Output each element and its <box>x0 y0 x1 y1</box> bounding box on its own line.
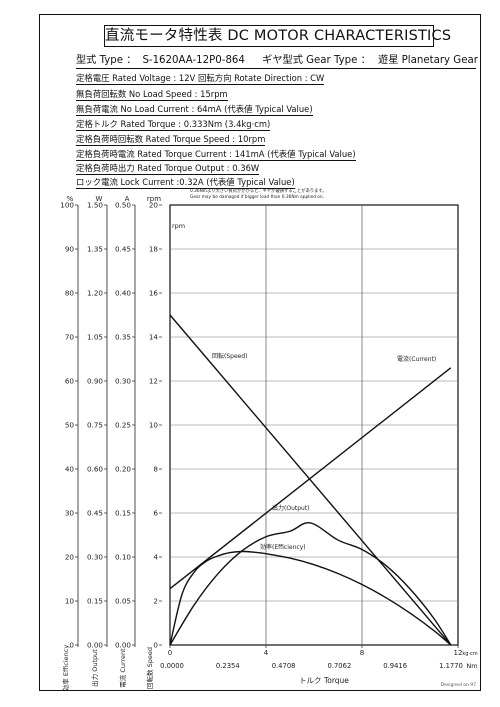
x-tick-label-kgcm: 8 <box>360 649 364 657</box>
y-tick-label: 0.10 <box>115 553 131 562</box>
x-tick-label-kgcm: 0 <box>168 649 172 657</box>
y-tick-label: 18 <box>149 245 159 254</box>
y-tick-label: 0 <box>153 641 158 650</box>
y-tick-label: 12 <box>149 377 158 386</box>
series-label: 効率(Efficiency) <box>260 543 306 551</box>
spec-rated-torque-output: 定格負荷時出力 Rated Torque Output : 0.36W <box>76 163 260 175</box>
x-tick-label-nm: 0.0000 <box>160 662 184 670</box>
chart-grid <box>169 204 459 646</box>
model-number: S-1620AA-12P0-864 <box>142 55 245 66</box>
y-tick-label: 16 <box>149 289 159 298</box>
spec-lock-current: ロック電流 Lock Current :0.32A (代表値 Typical V… <box>76 177 295 189</box>
warning-line-en: Gear may be damaged if bigger load than … <box>190 194 324 200</box>
y-tick-label: 1.35 <box>87 245 103 254</box>
x-tick-label-nm: 0.4708 <box>272 662 296 670</box>
y-tick-label: 0.30 <box>87 553 103 562</box>
y-tick-label: 50 <box>65 421 75 430</box>
y-tick-label: 90 <box>65 245 75 254</box>
x-tick-label-kgcm: 12 <box>454 649 463 657</box>
y-axis-label: 出力 Output <box>90 649 99 687</box>
x-unit-kgcm: kg·cm <box>462 651 477 657</box>
y-axis-label: 効率 Efficiency <box>61 645 70 692</box>
y-tick-label: 14 <box>149 333 159 342</box>
type-line: 型式 Type ： S-1620AA-12P0-864 ギヤ型式 Gear Typ… <box>76 54 478 69</box>
y-tick-label: 10 <box>149 421 159 430</box>
y-tick-label: 0 <box>69 641 74 650</box>
y-axis-unit: A <box>125 195 130 203</box>
page-title: 直流モータ特性表 DC MOTOR CHARACTERISTICS <box>104 25 451 47</box>
spec-rated-torque-speed: 定格負荷時回転数 Rated Torque Speed : 10rpm <box>76 134 266 146</box>
series-line <box>169 550 452 646</box>
y-tick-label: 100 <box>60 201 74 210</box>
y-tick-label: 40 <box>65 465 75 474</box>
y-tick-label: 0.20 <box>115 465 131 474</box>
series-line <box>169 367 452 590</box>
y-tick-label: 0.45 <box>87 509 103 518</box>
y-axis-unit: W <box>96 195 103 203</box>
x-tick-label-nm: 0.9416 <box>383 662 407 670</box>
y-tick-label: 0.05 <box>115 597 131 606</box>
spec-rated-torque: 定格トルク Rated Torque : 0.333Nm (3.4kg·cm) <box>76 119 271 131</box>
y-tick-label: 1.05 <box>87 333 103 342</box>
y-tick-label: 0.00 <box>115 641 131 650</box>
series-line <box>169 522 452 646</box>
y-tick-label: 0.35 <box>115 333 131 342</box>
y-tick-label: 20 <box>65 553 75 562</box>
y-tick-label: 4 <box>153 553 158 562</box>
y-tick-label: 30 <box>65 509 75 518</box>
y-tick-label: 0.60 <box>87 465 103 474</box>
series-line <box>169 314 452 646</box>
y-tick-label: 60 <box>65 377 75 386</box>
y-tick-label: 0.90 <box>87 377 103 386</box>
y-tick-label: 8 <box>153 465 158 474</box>
y-tick-label: 0.40 <box>115 289 131 298</box>
series-label: 出力(Output) <box>272 504 310 512</box>
y-tick-label: 0.50 <box>115 201 131 210</box>
rpm-unit: rpm <box>172 222 185 230</box>
y-tick-label: 0.75 <box>87 421 103 430</box>
spec-no-load-current: 無負荷電流 No Load Current : 64mA (代表値 Typica… <box>76 104 313 116</box>
x-tick-label-nm: 0.2354 <box>216 662 240 670</box>
y-tick-label: 6 <box>153 509 158 518</box>
y-tick-label: 0.30 <box>115 377 131 386</box>
x-tick-label-nm: 0.7062 <box>328 662 352 670</box>
designer-signature: Designed on 97 <box>440 683 476 688</box>
y-tick-label: 70 <box>65 333 75 342</box>
gear-type-value: 遊星 Planetary Gear <box>378 55 478 66</box>
spec-rated-voltage: 定格電圧 Rated Voltage : 12V 回転方向 Rotate Dir… <box>76 73 325 85</box>
y-tick-label: 20 <box>149 201 159 210</box>
y-tick-label: 0.00 <box>87 641 103 650</box>
chart-series: 回転(Speed) 電流(Current) 出力(Output) 効率(Efficie… <box>169 314 452 646</box>
spec-rated-torque-current: 定格負荷時電流 Rated Torque Current : 141mA (代表… <box>76 149 356 161</box>
x-tick-label-kgcm: 4 <box>264 649 269 657</box>
y-tick-label: 1.20 <box>87 289 103 298</box>
y-axis-unit: % <box>67 195 74 203</box>
x-axis-label: トルク Torque <box>299 676 349 685</box>
gear-type-label: ギヤ型式 Gear Type ： <box>262 55 371 66</box>
y-tick-label: 0.25 <box>115 421 131 430</box>
x-tick-label-nm: 1.1770 <box>439 662 463 670</box>
y-axis-label: 回転数 Speed <box>145 647 154 689</box>
type-label: 型式 Type ： <box>76 55 137 66</box>
y-axis-unit: rpm <box>147 195 161 203</box>
y-tick-label: 0.15 <box>87 597 103 606</box>
y-tick-label: 1.50 <box>87 201 103 210</box>
series-label: 電流(Current) <box>397 355 436 363</box>
y-axis-label: 電流 Current <box>118 648 127 688</box>
x-unit-nm: Nm <box>466 662 477 670</box>
series-label: 回転(Speed) <box>212 352 248 360</box>
y-tick-label: 2 <box>153 597 158 606</box>
y-tick-label: 0.15 <box>115 509 131 518</box>
y-tick-label: 10 <box>65 597 75 606</box>
datasheet-frame <box>39 14 481 691</box>
spec-no-load-speed: 無負荷回転数 No Load Speed : 15rpm <box>76 89 228 101</box>
warning-line-jp: 0.36Nmより大きい負荷がかかると、ギヤが破損することがあります。 <box>190 187 327 194</box>
y-tick-label: 0.45 <box>115 245 131 254</box>
y-tick-label: 80 <box>65 289 75 298</box>
